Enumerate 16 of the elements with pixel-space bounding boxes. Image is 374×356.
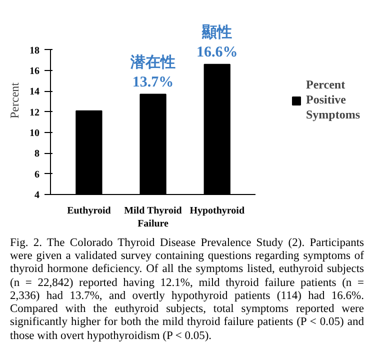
- data-label: 潜在性 13.7%: [130, 54, 176, 90]
- x-tick-label: Hypothyroid: [190, 206, 245, 216]
- y-tick-label: 4: [34, 190, 40, 201]
- caption: Fig. 2. The Colorado Thyroid Disease Prevalence Study (2). Participants were given a validated survey containing questions regarding symptoms of thyroid hormone deficiency. Of all the symptoms listed, euthyroid subjects (n = 22,842) reported having 12.1%, mild thyroid failure patients (n = 2,336) had 13.7%, and overtly hypothyroid patients (114) had 16.6%. Compared with the euthyroid subjects, total symptoms reported were significantly higher for both the mild thyroid failure patients (P < 0.05) and those with overt hypothyroidism (P < 0.05).: [10, 237, 364, 343]
- y-tick-label: 12: [30, 107, 40, 118]
- y-tick-label: 16: [30, 66, 40, 78]
- legend-label: Percent Positive Symptoms: [306, 78, 360, 122]
- x-tick-label: Euthyroid: [67, 206, 112, 216]
- y-tick-label: 18: [30, 45, 40, 56]
- y-tick-label: 6: [34, 169, 40, 180]
- x-tick-label: Mild Thyroid Failure: [124, 206, 182, 230]
- y-tick-label: 14: [30, 86, 40, 98]
- y-tick-label: 8: [34, 148, 40, 160]
- y-axis-title: Percent: [8, 82, 22, 118]
- y-tick-label: 10: [30, 128, 40, 140]
- data-label: 顯性 16.6%: [196, 24, 238, 60]
